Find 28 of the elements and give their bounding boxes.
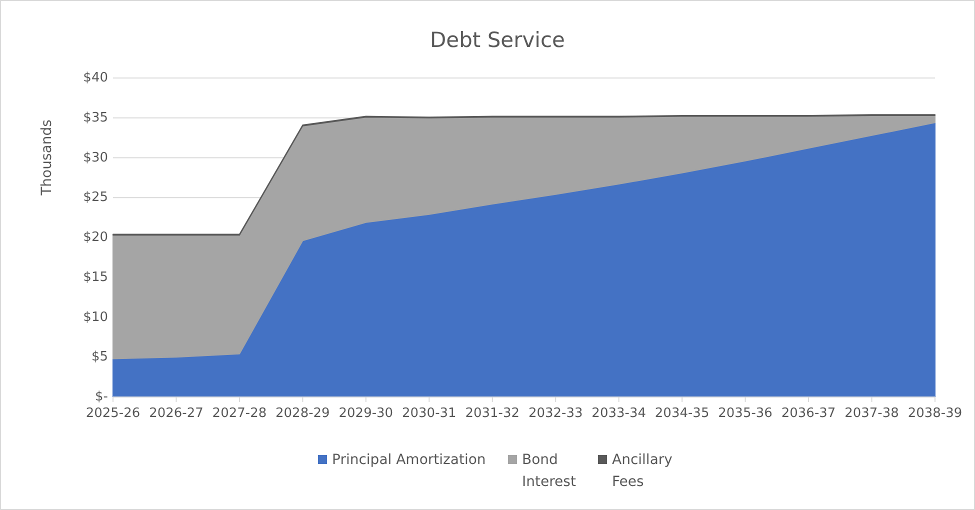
x-tick-label: 2037-38	[844, 406, 899, 421]
y-tick-label: $25	[83, 190, 108, 206]
y-tick-label: $20	[83, 230, 108, 246]
y-tick-label: $15	[83, 270, 108, 285]
y-tick-label: $40	[83, 70, 108, 86]
x-tick-label: 2025-26	[86, 406, 140, 421]
y-tick-label: $30	[83, 150, 108, 166]
y-tick-label: $-	[95, 390, 108, 405]
x-tick-label: 2035-36	[718, 406, 772, 421]
y-tick-label: $5	[91, 350, 108, 365]
x-tick-label: 2030-31	[402, 406, 456, 421]
legend-label: Principal Amortization	[332, 452, 486, 468]
x-tick-label: 2034-35	[654, 406, 710, 421]
chart-title: Debt Service	[430, 28, 565, 52]
x-tick-label: 2027-28	[212, 406, 267, 421]
y-tick-label: $10	[83, 310, 108, 325]
x-tick-label: 2036-37	[781, 406, 836, 421]
x-tick-label: 2026-27	[149, 406, 204, 421]
x-tick-label: 2032-33	[528, 406, 583, 421]
y-axis-title: Thousands	[39, 120, 55, 196]
legend-label: Ancillary Fees	[612, 452, 672, 490]
x-tick-label: 2028-29	[276, 406, 330, 421]
x-tick-label: 2029-30	[338, 406, 394, 421]
x-tick-label: 2033-34	[592, 406, 646, 421]
y-tick-label: $35	[83, 110, 108, 126]
legend-label: Bond Interest	[522, 452, 576, 490]
x-tick-label: 2038-39	[908, 406, 962, 421]
x-tick-label: 2031-32	[465, 406, 520, 421]
